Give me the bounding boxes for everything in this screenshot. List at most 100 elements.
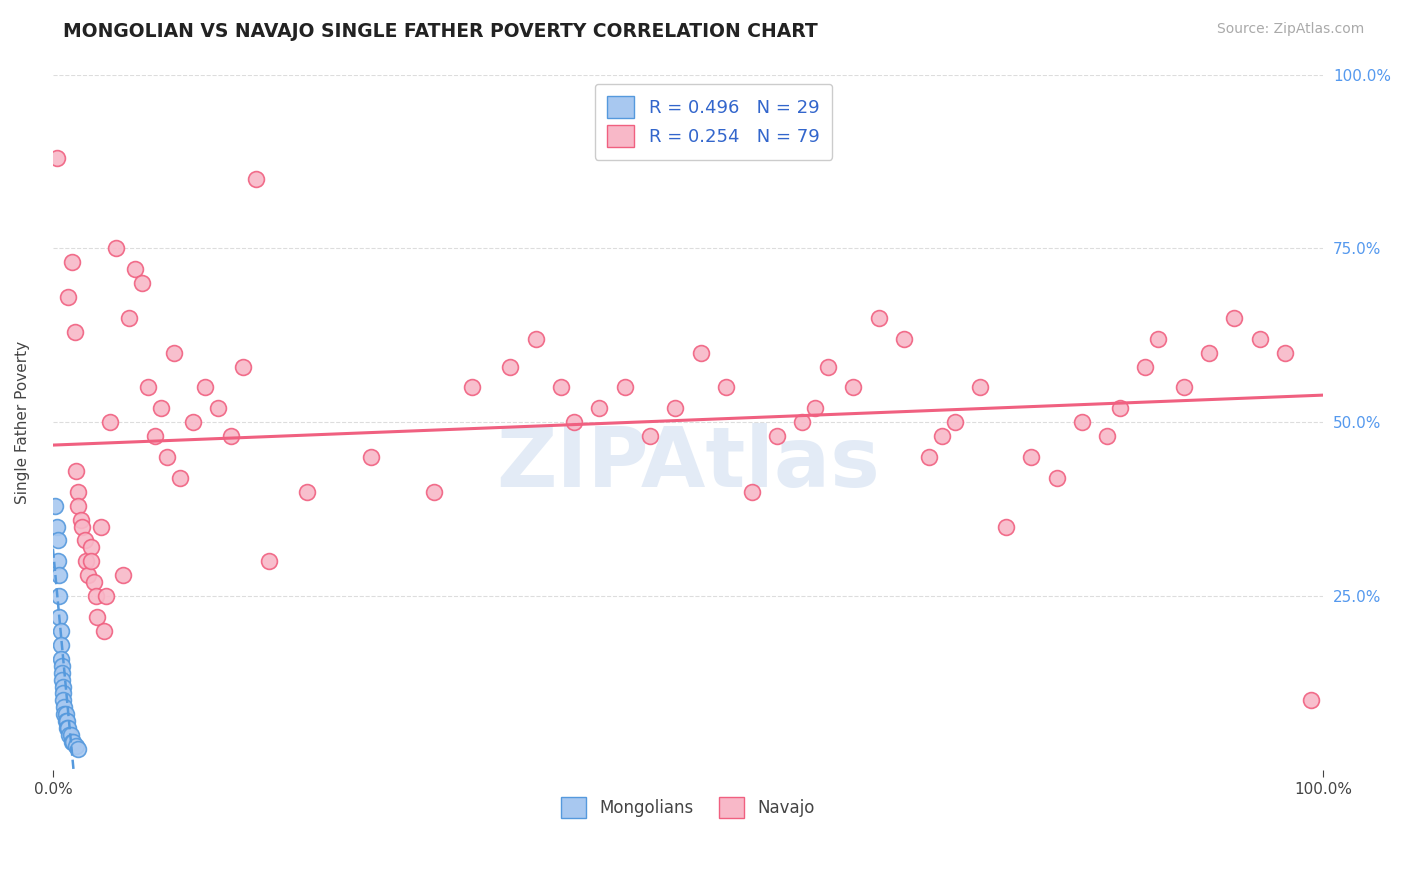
Point [45, 519, 67, 533]
Point [524, 332, 547, 346]
Point [136, 380, 159, 394]
Point [49, 638, 72, 652]
Point [56, 714, 79, 729]
Point [162, 345, 184, 359]
Point [194, 380, 217, 394]
Point [67, 742, 90, 756]
Point [792, 415, 814, 429]
Point [741, 484, 763, 499]
Point [588, 401, 610, 416]
Point [613, 380, 636, 394]
Point [423, 484, 446, 499]
Point [51, 658, 73, 673]
Point [943, 415, 966, 429]
Point [90, 519, 112, 533]
Point [169, 471, 191, 485]
Point [70, 513, 93, 527]
Point [67, 499, 90, 513]
Point [766, 429, 789, 443]
Point [1173, 380, 1195, 394]
Point [664, 401, 686, 416]
Point [817, 359, 839, 374]
Point [55, 714, 77, 729]
Point [1147, 332, 1170, 346]
Point [295, 484, 318, 499]
Point [842, 380, 865, 394]
Point [716, 380, 738, 394]
Point [48, 568, 70, 582]
Point [53, 707, 76, 722]
Point [918, 450, 941, 464]
Point [52, 686, 75, 700]
Point [1097, 429, 1119, 443]
Point [49, 624, 72, 638]
Point [86, 610, 108, 624]
Point [53, 700, 76, 714]
Point [59, 728, 82, 742]
Point [46, 533, 69, 548]
Point [60, 735, 83, 749]
Point [550, 380, 572, 394]
Point [58, 728, 80, 742]
Point [461, 380, 484, 394]
Point [245, 171, 267, 186]
Point [44, 499, 66, 513]
Point [56, 721, 79, 735]
Point [149, 401, 172, 416]
Point [56, 721, 79, 735]
Point [181, 415, 204, 429]
Point [1223, 310, 1246, 325]
Point [562, 415, 585, 429]
Point [49, 651, 72, 665]
Point [56, 290, 79, 304]
Point [60, 255, 83, 269]
Point [84, 589, 107, 603]
Point [931, 429, 953, 443]
Point [55, 707, 77, 722]
Point [48, 589, 70, 603]
Text: ZIPAtlas: ZIPAtlas [496, 424, 880, 505]
Point [868, 310, 890, 325]
Point [1019, 450, 1042, 464]
Point [1249, 332, 1271, 346]
Point [48, 610, 70, 624]
Point [93, 624, 115, 638]
Point [1070, 415, 1092, 429]
Point [51, 665, 73, 680]
Point [804, 401, 827, 416]
Point [1299, 693, 1322, 707]
Point [969, 380, 991, 394]
Point [638, 429, 661, 443]
Point [1274, 345, 1296, 359]
Point [63, 325, 86, 339]
Point [1109, 401, 1132, 416]
Point [124, 262, 146, 277]
Legend: Mongolians, Navajo: Mongolians, Navajo [555, 790, 821, 824]
Point [893, 332, 915, 346]
Text: Source: ZipAtlas.com: Source: ZipAtlas.com [1216, 22, 1364, 37]
Point [207, 401, 229, 416]
Point [219, 429, 242, 443]
Point [499, 359, 522, 374]
Point [111, 568, 134, 582]
Point [83, 575, 105, 590]
Point [232, 359, 254, 374]
Point [52, 680, 75, 694]
Point [1045, 471, 1067, 485]
Point [96, 589, 118, 603]
Point [62, 735, 84, 749]
Point [994, 519, 1017, 533]
Point [67, 484, 90, 499]
Point [65, 739, 87, 753]
Point [131, 276, 153, 290]
Point [73, 533, 96, 548]
Point [156, 450, 179, 464]
Point [360, 450, 382, 464]
Point [51, 673, 73, 687]
Point [52, 693, 75, 707]
Point [257, 554, 280, 568]
Point [46, 554, 69, 568]
Point [45, 151, 67, 165]
Text: MONGOLIAN VS NAVAJO SINGLE FATHER POVERTY CORRELATION CHART: MONGOLIAN VS NAVAJO SINGLE FATHER POVERT… [63, 22, 818, 41]
Y-axis label: Single Father Poverty: Single Father Poverty [15, 341, 30, 504]
